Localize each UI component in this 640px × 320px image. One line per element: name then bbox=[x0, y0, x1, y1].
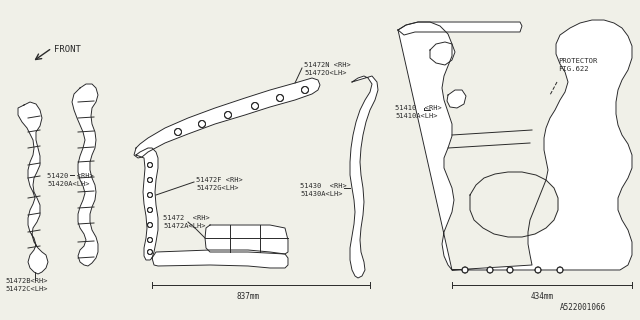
Polygon shape bbox=[430, 42, 455, 65]
Polygon shape bbox=[398, 22, 522, 35]
Circle shape bbox=[487, 267, 493, 273]
Text: 51420  <RH>
51420A<LH>: 51420 <RH> 51420A<LH> bbox=[47, 173, 93, 187]
Circle shape bbox=[147, 237, 152, 243]
Circle shape bbox=[225, 111, 232, 118]
Circle shape bbox=[147, 193, 152, 197]
Polygon shape bbox=[18, 102, 48, 274]
Text: 51410  <RH>
51410A<LH>: 51410 <RH> 51410A<LH> bbox=[395, 105, 442, 119]
Polygon shape bbox=[152, 250, 288, 268]
Circle shape bbox=[301, 86, 308, 93]
Circle shape bbox=[276, 94, 284, 101]
Text: FRONT: FRONT bbox=[54, 45, 81, 54]
Polygon shape bbox=[470, 172, 558, 237]
Circle shape bbox=[557, 267, 563, 273]
Text: 51430  <RH>
51430A<LH>: 51430 <RH> 51430A<LH> bbox=[300, 183, 347, 197]
Circle shape bbox=[175, 129, 182, 135]
Text: 434mm: 434mm bbox=[531, 292, 554, 301]
Circle shape bbox=[535, 267, 541, 273]
Polygon shape bbox=[205, 225, 288, 254]
Polygon shape bbox=[72, 84, 98, 266]
Text: A522001066: A522001066 bbox=[560, 303, 606, 312]
Circle shape bbox=[198, 121, 205, 127]
Circle shape bbox=[147, 222, 152, 228]
Polygon shape bbox=[447, 90, 466, 108]
Text: 51472B<RH>
51472C<LH>: 51472B<RH> 51472C<LH> bbox=[5, 278, 47, 292]
Circle shape bbox=[147, 250, 152, 254]
Circle shape bbox=[147, 178, 152, 182]
Circle shape bbox=[462, 267, 468, 273]
Circle shape bbox=[147, 207, 152, 212]
Text: 837mm: 837mm bbox=[236, 292, 260, 301]
Text: 51472N <RH>
51472O<LH>: 51472N <RH> 51472O<LH> bbox=[304, 62, 351, 76]
Text: 51472  <RH>
51472A<LH>: 51472 <RH> 51472A<LH> bbox=[163, 215, 210, 229]
Text: 51472F <RH>
51472G<LH>: 51472F <RH> 51472G<LH> bbox=[196, 177, 243, 191]
Text: PROTECTOR
FIG.622: PROTECTOR FIG.622 bbox=[558, 58, 597, 72]
Circle shape bbox=[252, 102, 259, 109]
Polygon shape bbox=[350, 76, 378, 278]
Polygon shape bbox=[136, 148, 158, 260]
Polygon shape bbox=[398, 20, 632, 270]
Polygon shape bbox=[134, 78, 320, 158]
Circle shape bbox=[147, 163, 152, 167]
Circle shape bbox=[507, 267, 513, 273]
